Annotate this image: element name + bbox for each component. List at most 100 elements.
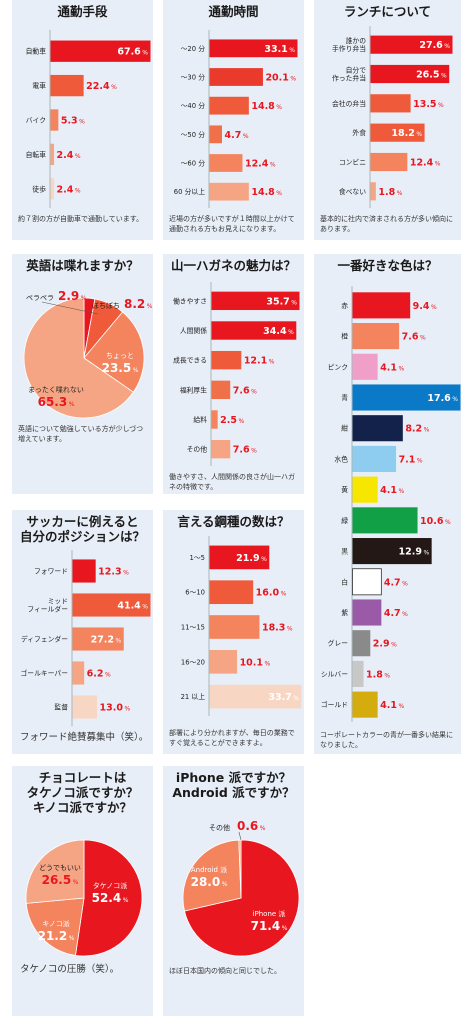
- pie-slice: [182, 839, 242, 912]
- category-label: ～60 分: [181, 159, 206, 168]
- leader-line: [238, 831, 242, 841]
- bar: [352, 538, 432, 565]
- bar: [209, 615, 260, 639]
- chart-title: 通勤手段: [57, 4, 108, 19]
- bar: [209, 649, 238, 674]
- category-label: シルバー: [321, 670, 348, 678]
- chart-title: 英語は喋れますか？: [26, 258, 139, 273]
- value-label: 33.7%: [268, 692, 299, 703]
- bar: [352, 568, 382, 596]
- chart-title: 言える鋼種の数は？: [177, 514, 290, 529]
- category-label: バイク: [26, 117, 46, 125]
- value-label: 7.6%: [402, 332, 426, 343]
- bar: [211, 410, 218, 429]
- bar: [352, 599, 382, 626]
- value-label: 2.4%: [57, 184, 81, 195]
- pie-slice-name: ちょっと: [106, 352, 134, 360]
- pie-slice: [75, 839, 143, 957]
- value-label: 12.4%: [245, 159, 276, 170]
- category-label: 青: [341, 393, 348, 402]
- chart-title: サッカーに例えると 自分のポジションは？: [19, 514, 145, 544]
- chart-title: チョコレートは タケノコ派ですか？ キノコ派ですか？: [26, 770, 139, 815]
- bar: [370, 152, 408, 172]
- bar: [370, 35, 453, 54]
- category-label: 21 以上: [181, 692, 206, 701]
- bar: [352, 691, 378, 718]
- category-label: ディフェンダー: [21, 635, 68, 644]
- category-label: 11～15: [181, 624, 205, 632]
- value-label: 34.4%: [263, 326, 294, 337]
- chart-note: コーポレートカラーの青が一番多い結果になりました。: [320, 731, 453, 749]
- category-label: グレー: [328, 639, 349, 648]
- value-label: 33.1%: [264, 44, 295, 55]
- value-label: 2.9%: [373, 639, 397, 650]
- bar: [352, 384, 461, 411]
- bar: [72, 627, 124, 651]
- value-label: 18.3%: [262, 623, 293, 634]
- bar: [209, 125, 222, 144]
- chart-note: 英語について勉強している方が少しづつ増えています。: [18, 425, 144, 443]
- category-label: 外食: [352, 128, 366, 137]
- bar: [211, 350, 242, 370]
- category-label: 成長できる: [173, 356, 207, 365]
- category-label: コンビニ: [339, 158, 366, 167]
- pie-slice-name: iPhone 派: [253, 910, 286, 918]
- value-label: 27.6%: [419, 40, 450, 51]
- category-label: 給料: [193, 415, 207, 424]
- bar: [211, 380, 231, 400]
- value-label: 20.1%: [265, 73, 296, 84]
- chart-title: ランチについて: [343, 4, 432, 19]
- value-label: 4.7%: [384, 577, 408, 588]
- value-label: 10.1%: [240, 657, 271, 668]
- pie-slice: [183, 839, 300, 957]
- chart-card-color: 一番好きな色は？ 赤 9.4% 橙 7.6% ピンク 4.1% 青 17.6% 紺 8.2% 水色 7…: [314, 254, 461, 754]
- chart-card-commute: 通勤手段 自動車 67.6% 電車 22.4% バイク 5.3% 自転車 2.4% 徒歩 2.4%…: [12, 0, 153, 240]
- chart-note: ほぼ日本国内の傾向と同じでした。: [169, 967, 281, 975]
- category-label: フォワード: [34, 568, 68, 576]
- bar: [352, 353, 378, 380]
- bar: [370, 94, 411, 113]
- category-label: 徒歩: [32, 184, 46, 193]
- bar: [352, 507, 418, 534]
- category-label: 16～20: [181, 658, 205, 666]
- pie-slice-value: 8.2%: [124, 297, 153, 311]
- category-label: 電車: [32, 81, 46, 90]
- bar: [209, 96, 249, 115]
- bar: [211, 439, 231, 459]
- value-label: 7.6%: [233, 445, 257, 456]
- pie-slice-value: 2.9%: [58, 289, 87, 303]
- value-label: 6.2%: [87, 669, 111, 680]
- bar: [211, 291, 300, 311]
- value-label: 5.3%: [61, 116, 85, 127]
- value-label: 16.0%: [256, 588, 287, 599]
- bar: [209, 68, 263, 86]
- bar-chart-commute-time: ～20 分 33.1 % ～30 分 20.1 % ～40 分 14.8 % ～50 分 4.7 % ～…: [174, 30, 298, 208]
- bar: [209, 684, 302, 709]
- category-label: 橙: [341, 332, 348, 341]
- chart-card-appeal: 山一ハガネの魅力は？ 働きやすさ 35.7% 人間関係 34.4% 成長できる 12.1%…: [163, 254, 304, 494]
- bar: [72, 559, 96, 583]
- category-label: 福利厚生: [180, 385, 207, 394]
- bar: [209, 580, 254, 605]
- chart-note: タケノコの圧勝（笑）。: [20, 964, 120, 975]
- category-label: ～30 分: [181, 73, 206, 82]
- pie-slice-name: まったく喋れない: [28, 386, 84, 394]
- value-label: 13.5%: [413, 99, 444, 110]
- chart-card-steel: 言える鋼種の数は？ 1～5 21.9% 6～10 16.0% 11～15 18.3% 16～…: [163, 510, 304, 754]
- bar: [352, 292, 411, 319]
- bar: [352, 445, 397, 472]
- category-label: 食べない: [339, 187, 366, 196]
- bar-chart-steel: 1～5 21.9 % 6～10 16.0 % 11～15 18.3 % 16～20 10.1 % 21 …: [181, 536, 302, 716]
- category-label: 紺: [341, 424, 348, 433]
- bar: [72, 661, 85, 685]
- value-label: 4.1%: [380, 700, 404, 711]
- category-label: 6～10: [185, 589, 205, 597]
- bar: [352, 660, 364, 687]
- chart-card-phone: iPhone 派ですか？ Android 派ですか？ iPhone 派 71.4%…: [163, 766, 304, 1016]
- category-label: ～40 分: [181, 101, 206, 110]
- bar: [209, 545, 270, 570]
- category-label: 60 分以上: [174, 187, 205, 196]
- bar: [352, 323, 400, 350]
- bar: [50, 109, 59, 131]
